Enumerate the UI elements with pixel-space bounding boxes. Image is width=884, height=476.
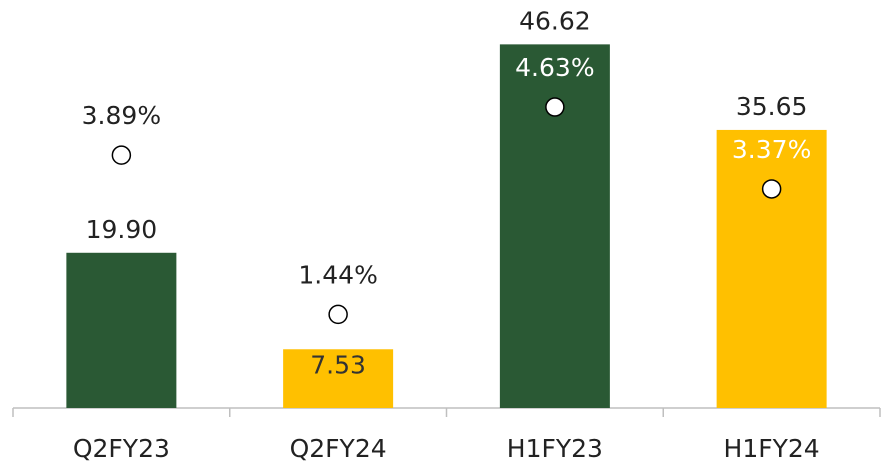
point-value-label: 3.89% (82, 101, 161, 130)
x-tick-label: H1FY24 (724, 434, 820, 463)
point (328, 304, 348, 325)
point-value-label: 1.44% (298, 260, 377, 289)
x-tick-label: H1FY23 (507, 434, 603, 463)
point-value-label: 4.63% (515, 53, 594, 82)
point (111, 145, 132, 165)
x-tick-label: Q2FY24 (290, 434, 387, 463)
bar-value-label: 7.53 (310, 350, 366, 379)
bar-value-label: 35.65 (736, 92, 808, 121)
bar (716, 129, 827, 408)
bar (283, 349, 394, 408)
bar-value-label: 46.62 (519, 6, 591, 35)
x-tick-label: Q2FY23 (73, 434, 170, 463)
bar (66, 252, 177, 408)
bar-value-label: 19.90 (86, 215, 158, 244)
point (545, 97, 565, 117)
point (761, 179, 782, 199)
point-value-label: 3.37% (732, 135, 811, 164)
